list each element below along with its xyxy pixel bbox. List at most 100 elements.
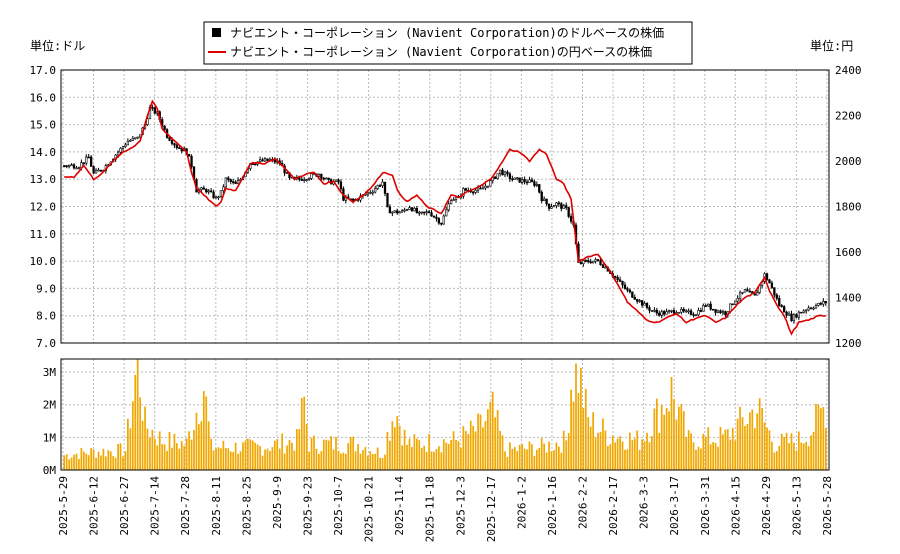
candle-body [812,307,815,310]
candle-body [822,301,825,305]
candle-body [300,179,303,181]
volume-bar [609,444,612,470]
volume-bar [521,444,523,470]
candle-body [807,307,810,311]
candle-body [809,307,813,310]
volume-bar [499,430,501,470]
volume-bar [800,442,803,470]
candle-body [72,164,76,169]
volume-bar [474,431,477,470]
volume-bar [344,453,347,470]
volume-bar [259,446,261,470]
candle-body [685,310,688,313]
x-tick-label: 2025-8-25 [240,476,253,536]
volume-bar [494,417,497,470]
candle-body [516,177,519,180]
volume-bar [528,441,531,470]
candle-body [785,311,788,316]
volume-bar [793,442,795,470]
candle-body [447,203,450,211]
grid [61,69,829,471]
candle-body [251,163,254,165]
volume-bar [303,396,306,470]
volume-bar [349,436,352,470]
candle-body [824,301,827,304]
volume-bar [178,448,181,470]
candle-body [146,118,149,125]
candle-body [175,144,179,149]
volume-bar [712,442,714,470]
volume-bar [553,450,555,470]
candle-body [119,148,122,153]
candle-body [623,284,627,289]
candle-body [658,312,661,316]
volume-bar [685,437,688,470]
volume-bar [810,435,812,470]
candle-body [187,153,191,157]
volume-bar [558,446,560,470]
candle-body [454,196,458,200]
volume-bar [702,433,705,470]
x-tick-label: 2025-12-3 [454,476,467,536]
volume-bar [555,442,558,470]
candle-body [236,180,240,185]
candle-body [596,259,600,261]
candle-body [352,198,355,201]
candle-body [753,293,756,296]
volume-bar [489,401,492,470]
candle-body [795,314,798,318]
volume-bar [646,432,648,470]
usd-candles [63,104,827,324]
volume-bar [322,439,325,470]
candle-body [543,198,546,202]
left-tick-label: 16.0 [30,91,57,104]
candle-body [547,203,551,209]
volume-bar [298,429,301,470]
candle-body [508,173,512,180]
volume-bar [592,412,595,470]
volume-bar [619,436,621,470]
volume-bar [127,418,129,470]
candle-body [567,207,570,217]
x-tick-label: 2025-11-4 [393,476,406,536]
volume-bar [599,431,602,470]
left-tick-label: 13.0 [30,173,57,186]
volume-bar [401,445,404,470]
candle-body [403,209,406,212]
volume-bar [190,439,193,470]
volume-bar [736,418,739,470]
volume-bar [80,447,83,470]
volume-bar [318,453,320,470]
volume-bar [761,408,763,470]
candle-body [489,180,492,187]
volume-bar [112,455,115,470]
volume-bar [462,426,465,470]
x-tick-label: 2026-2-17 [607,476,620,536]
volume-bar [217,447,220,470]
candle-body [498,169,502,174]
candle-body [87,156,90,159]
candle-body [557,202,561,205]
candle-body [170,139,174,144]
volume-bar [812,431,815,470]
candle-body [591,260,595,264]
right-tick-label: 2400 [835,64,862,77]
volume-bar [200,421,203,470]
volume-bar [102,448,105,470]
volume-bar [193,430,195,470]
candle-body [626,288,629,291]
candle-body [814,305,818,309]
volume-bar [335,436,337,470]
candle-body [178,147,181,150]
volume-bar [376,447,379,470]
volume-bar [151,429,154,470]
candle-body [805,309,808,312]
candle-body [65,165,68,168]
volume-bar [369,451,372,470]
volume-bar [342,452,345,470]
x-tick-label: 2026-4-15 [729,476,742,536]
candle-body [472,191,475,194]
candle-body [655,309,658,314]
volume-bar [751,409,754,470]
volume-bar [731,427,734,470]
